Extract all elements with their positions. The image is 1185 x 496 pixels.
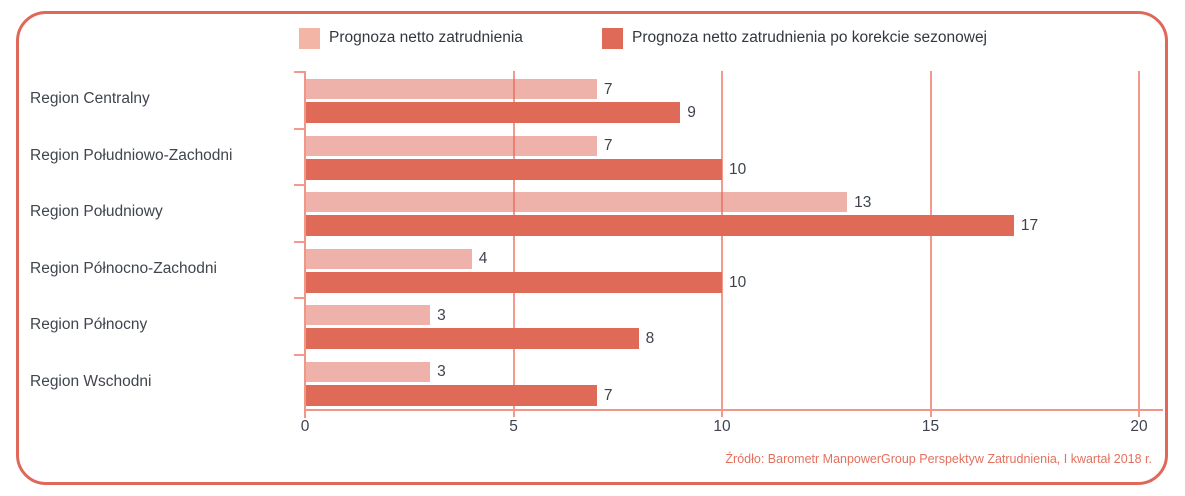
legend-label-seasonally-adjusted: Prognoza netto zatrudnienia po korekcie … <box>632 29 988 46</box>
bar-seasonally-adjusted <box>305 384 597 406</box>
x-axis-line <box>304 408 1163 411</box>
value-label: 9 <box>687 104 696 121</box>
y-axis-tick <box>294 240 305 243</box>
value-label: 7 <box>603 386 613 404</box>
value-label: 13 <box>854 193 872 211</box>
legend-swatch-light <box>299 27 320 49</box>
bar-seasonally-adjusted <box>305 328 639 349</box>
value-label: 8 <box>645 330 655 347</box>
gridline-x-10 <box>721 71 723 417</box>
bar-seasonally-adjusted <box>305 271 722 293</box>
value-label: 17 <box>1020 217 1039 234</box>
y-axis-tick <box>294 353 305 356</box>
value-label: 7 <box>603 137 613 154</box>
legend-label-net-forecast: Prognoza netto zatrudnienia <box>329 29 523 46</box>
category-label: Region Wschodni <box>30 372 152 390</box>
gridline-x-15 <box>929 71 932 417</box>
legend-swatch-dark <box>602 27 623 49</box>
category-label: Region Północny <box>30 316 148 334</box>
bar-net-forecast <box>305 361 431 382</box>
x-tick-label-0: 0 <box>300 418 310 435</box>
plot-area: 0 5 10 15 20 7 9 7 10 13 17 4 10 3 8 3 7 <box>294 71 1163 435</box>
y-axis-line <box>304 71 306 418</box>
bar-seasonally-adjusted <box>305 215 1014 236</box>
x-tick-label-10: 10 <box>713 418 731 435</box>
bar-seasonally-adjusted <box>305 158 722 180</box>
value-label: 7 <box>603 80 613 98</box>
gridline-x-5 <box>512 71 515 417</box>
bar-net-forecast <box>305 248 472 269</box>
value-label: 10 <box>729 160 747 178</box>
category-label: Region Południowo-Zachodni <box>30 146 233 164</box>
bar-net-forecast <box>305 192 848 212</box>
category-label: Region Południowy <box>30 203 163 221</box>
value-label: 10 <box>729 273 747 291</box>
category-label: Region Północno-Zachodni <box>30 259 217 277</box>
source-note: Źródło: Barometr ManpowerGroup Perspekty… <box>725 452 1152 466</box>
category-label: Region Centralny <box>30 90 150 108</box>
bar-net-forecast <box>305 305 431 325</box>
x-tick-label-20: 20 <box>1130 418 1148 435</box>
y-axis-tick <box>294 184 305 186</box>
x-tick-label-15: 15 <box>921 418 940 435</box>
legend-item-net-forecast: Prognoza netto zatrudnienia <box>299 27 523 49</box>
value-label: 3 <box>437 306 446 324</box>
x-tick-label-5: 5 <box>509 418 518 435</box>
y-axis-tick <box>294 127 305 130</box>
gridline-x-20 <box>1138 71 1140 417</box>
value-label: 4 <box>478 250 488 267</box>
bar-net-forecast <box>305 79 597 99</box>
chart-card-border <box>16 11 1168 485</box>
bar-seasonally-adjusted <box>305 102 681 123</box>
bar-net-forecast <box>305 135 597 156</box>
legend-item-seasonally-adjusted: Prognoza netto zatrudnienia po korekcie … <box>602 27 987 49</box>
y-axis-tick <box>294 297 305 299</box>
value-label: 3 <box>437 363 446 380</box>
y-axis-tick <box>294 71 305 73</box>
